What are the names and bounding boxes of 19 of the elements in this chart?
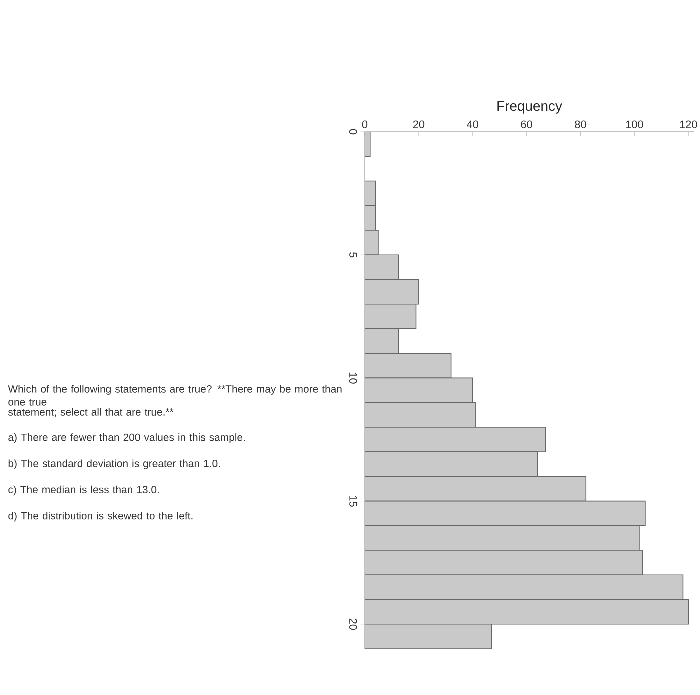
y-tick-label: 0 — [349, 129, 358, 135]
text: a) There are fewer than 200 values in this sample. — [8, 434, 246, 444]
y-tick-label: 10 — [349, 372, 358, 384]
x-tick-label: 60 — [521, 120, 532, 128]
text: c) The median is less than 13.0. — [8, 486, 159, 496]
x-tick-label: 80 — [575, 120, 586, 128]
text: b) The standard deviation is greater than 1.0. — [8, 460, 220, 470]
x-tick-label: 0 — [362, 120, 368, 128]
x-tick-label: 20 — [413, 120, 425, 128]
x-tick-label: 40 — [467, 120, 479, 128]
y-tick-label: 20 — [349, 618, 358, 630]
x-axis-title: Frequency — [498, 101, 562, 114]
text: Which of the following statements are true? **There may be more than one true — [8, 385, 342, 406]
text: statement; select all that are true.** — [8, 408, 174, 418]
text: d) The distribution is skewed to the left. — [8, 512, 193, 522]
y-tick-label: 5 — [350, 252, 358, 258]
x-tick-label: 120 — [680, 120, 698, 128]
y-tick-label: 15 — [350, 496, 358, 507]
x-tick-label: 100 — [626, 120, 644, 128]
